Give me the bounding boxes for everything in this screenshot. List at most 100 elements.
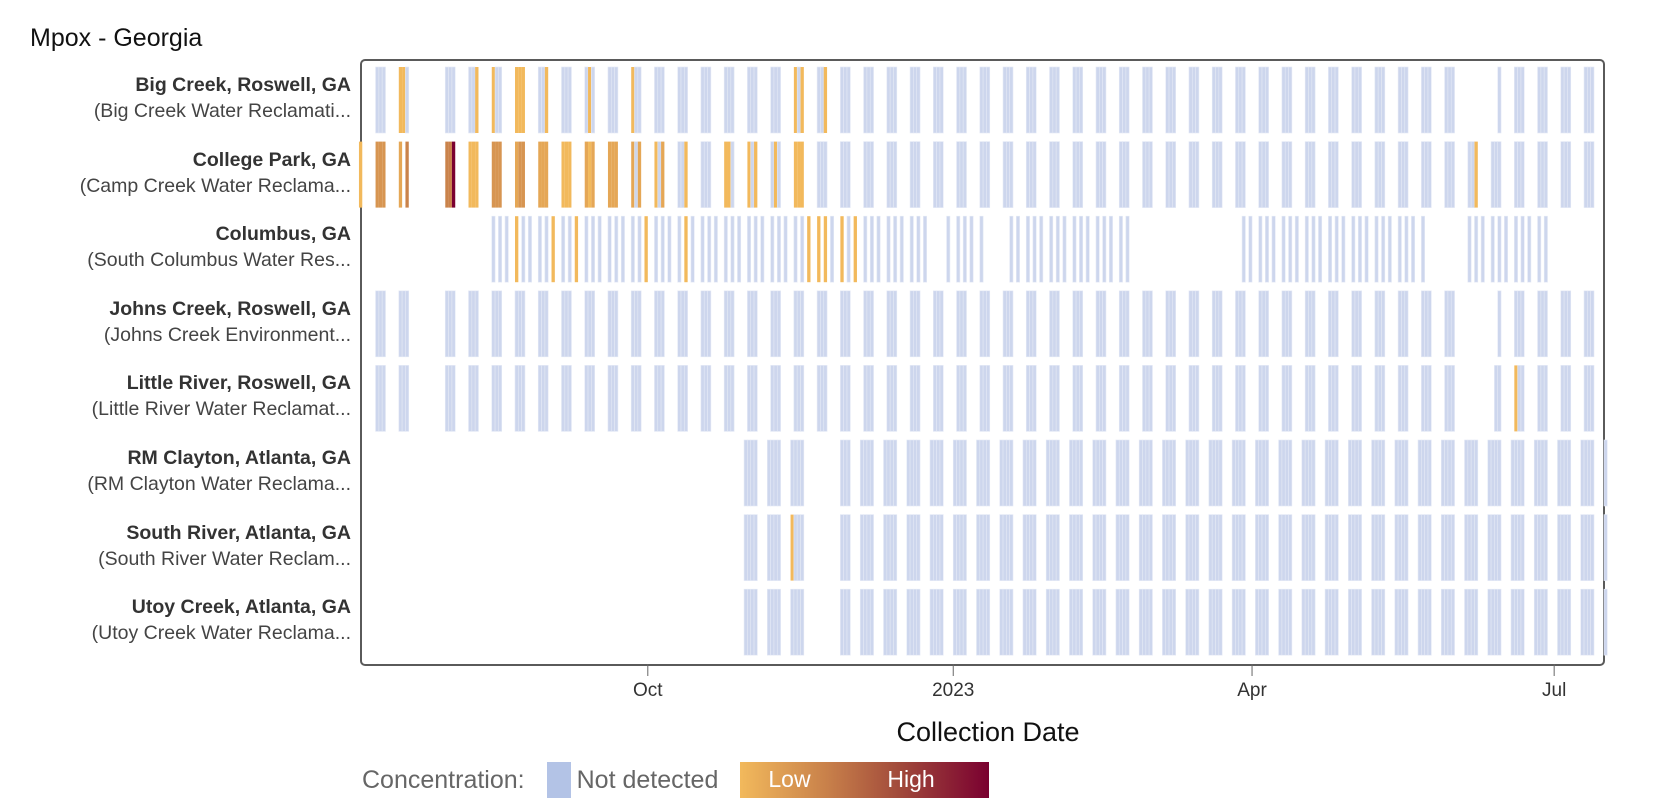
sample-bar-not-detected[interactable] <box>614 290 619 358</box>
sample-bar-not-detected[interactable] <box>1490 141 1495 208</box>
sample-bar-not-detected[interactable] <box>1587 439 1591 507</box>
sample-bar-not-detected[interactable] <box>939 365 944 432</box>
sample-bar-not-detected[interactable] <box>1032 588 1037 656</box>
sample-bar-not-detected[interactable] <box>1145 514 1150 581</box>
sample-bar-not-detected[interactable] <box>999 588 1004 656</box>
sample-bar-not-detected[interactable] <box>793 514 798 581</box>
sample-bar-not-detected[interactable] <box>1231 588 1236 656</box>
sample-bar-not-detected[interactable] <box>793 290 798 358</box>
sample-bar-not-detected[interactable] <box>1440 588 1445 656</box>
sample-bar-not-detected[interactable] <box>561 215 566 283</box>
sample-bar-detected[interactable] <box>637 141 642 208</box>
sample-bar-not-detected[interactable] <box>1118 66 1123 134</box>
sample-bar-not-detected[interactable] <box>1092 588 1097 656</box>
sample-bar-not-detected[interactable] <box>1557 588 1562 656</box>
sample-bar-detected[interactable] <box>1514 365 1518 432</box>
sample-bar-not-detected[interactable] <box>893 514 898 581</box>
sample-bar-not-detected[interactable] <box>1238 141 1243 208</box>
sample-bar-not-detected[interactable] <box>1265 215 1269 283</box>
sample-bar-not-detected[interactable] <box>1258 365 1263 432</box>
sample-bar-not-detected[interactable] <box>1328 365 1333 432</box>
sample-bar-not-detected[interactable] <box>707 365 712 432</box>
sample-bar-not-detected[interactable] <box>1354 141 1359 208</box>
sample-bar-not-detected[interactable] <box>1045 514 1050 581</box>
sample-bar-not-detected[interactable] <box>634 66 639 134</box>
sample-bar-not-detected[interactable] <box>1557 439 1562 507</box>
sample-bar-not-detected[interactable] <box>1348 588 1352 656</box>
sample-bar-not-detected[interactable] <box>816 66 821 134</box>
sample-bar-not-detected[interactable] <box>1397 439 1402 507</box>
sample-bar-detected[interactable] <box>840 216 844 283</box>
sample-bar-not-detected[interactable] <box>587 365 592 432</box>
sample-bar-not-detected[interactable] <box>1357 439 1362 507</box>
sample-bar-not-detected[interactable] <box>1563 588 1568 656</box>
sample-bar-not-detected[interactable] <box>1255 588 1259 656</box>
sample-bar-not-detected[interactable] <box>1450 588 1455 656</box>
sample-bar-not-detected[interactable] <box>1404 365 1409 432</box>
sample-bar-not-detected[interactable] <box>518 290 522 358</box>
sample-bar-not-detected[interactable] <box>1514 588 1518 656</box>
sample-bar-not-detected[interactable] <box>1125 290 1130 358</box>
sample-bar-not-detected[interactable] <box>843 588 848 656</box>
sample-bar-not-detected[interactable] <box>962 141 967 208</box>
sample-bar-not-detected[interactable] <box>962 439 967 507</box>
sample-bar-not-detected[interactable] <box>630 215 635 283</box>
sample-bar-not-detected[interactable] <box>753 290 758 358</box>
sample-bar-not-detected[interactable] <box>1374 514 1379 581</box>
sample-bar-not-detected[interactable] <box>969 215 974 283</box>
sample-bar-not-detected[interactable] <box>1331 588 1336 656</box>
sample-bar-not-detected[interactable] <box>1470 588 1475 656</box>
sample-bar-not-detected[interactable] <box>637 365 642 432</box>
sample-bar-not-detected[interactable] <box>986 290 991 358</box>
sample-bar-not-detected[interactable] <box>1079 66 1084 134</box>
sample-bar-not-detected[interactable] <box>816 141 821 208</box>
sample-bar-not-detected[interactable] <box>859 439 864 507</box>
sample-bar-not-detected[interactable] <box>916 514 921 581</box>
sample-bar-not-detected[interactable] <box>1284 141 1289 208</box>
sample-bar-not-detected[interactable] <box>1311 66 1316 134</box>
sample-bar-not-detected[interactable] <box>866 365 871 432</box>
sample-bar-not-detected[interactable] <box>962 365 967 432</box>
sample-bar-not-detected[interactable] <box>830 215 835 283</box>
sample-bar-not-detected[interactable] <box>1590 439 1595 507</box>
sample-bar-not-detected[interactable] <box>634 141 639 208</box>
sample-bar-not-detected[interactable] <box>1404 66 1409 134</box>
sample-bar-not-detected[interactable] <box>1288 588 1293 656</box>
sample-bar-not-detected[interactable] <box>727 290 732 358</box>
sample-bar-not-detected[interactable] <box>1304 290 1309 358</box>
sample-bar-not-detected[interactable] <box>1241 141 1246 208</box>
sample-bar-not-detected[interactable] <box>1258 290 1263 358</box>
sample-bar-not-detected[interactable] <box>1165 141 1170 208</box>
sample-bar-not-detected[interactable] <box>1075 365 1080 432</box>
sample-bar-not-detected[interactable] <box>796 439 801 507</box>
sample-bar-not-detected[interactable] <box>956 365 961 432</box>
sample-bar-not-detected[interactable] <box>1039 215 1044 283</box>
sample-bar-not-detected[interactable] <box>1288 66 1293 134</box>
sample-bar-not-detected[interactable] <box>680 365 685 432</box>
sample-bar-not-detected[interactable] <box>1079 290 1084 358</box>
sample-bar-not-detected[interactable] <box>1022 439 1027 507</box>
sample-bar-not-detected[interactable] <box>1122 514 1127 581</box>
sample-bar-not-detected[interactable] <box>677 365 682 432</box>
sample-bar-not-detected[interactable] <box>1563 290 1568 358</box>
sample-bar-not-detected[interactable] <box>1142 141 1147 208</box>
sample-bar-not-detected[interactable] <box>1165 365 1170 432</box>
sample-bar-not-detected[interactable] <box>869 514 874 581</box>
sample-bar-not-detected[interactable] <box>401 365 406 432</box>
sample-bar-not-detected[interactable] <box>1025 439 1030 507</box>
sample-bar-not-detected[interactable] <box>1072 514 1077 581</box>
sample-bar-not-detected[interactable] <box>1188 66 1193 134</box>
sample-bar-detected[interactable] <box>588 141 592 208</box>
sample-bar-not-detected[interactable] <box>1308 365 1313 432</box>
sample-bar-not-detected[interactable] <box>1301 588 1306 656</box>
sample-bar-not-detected[interactable] <box>1125 365 1130 432</box>
sample-bar-detected[interactable] <box>451 141 456 208</box>
sample-bar-not-detected[interactable] <box>923 215 927 283</box>
sample-bar-not-detected[interactable] <box>1537 215 1542 283</box>
sample-bar-not-detected[interactable] <box>1241 66 1246 134</box>
sample-bar-not-detected[interactable] <box>1188 290 1193 358</box>
sample-bar-not-detected[interactable] <box>1215 365 1220 432</box>
sample-bar-not-detected[interactable] <box>979 514 984 581</box>
sample-bar-not-detected[interactable] <box>378 365 383 432</box>
sample-bar-not-detected[interactable] <box>1261 588 1266 656</box>
